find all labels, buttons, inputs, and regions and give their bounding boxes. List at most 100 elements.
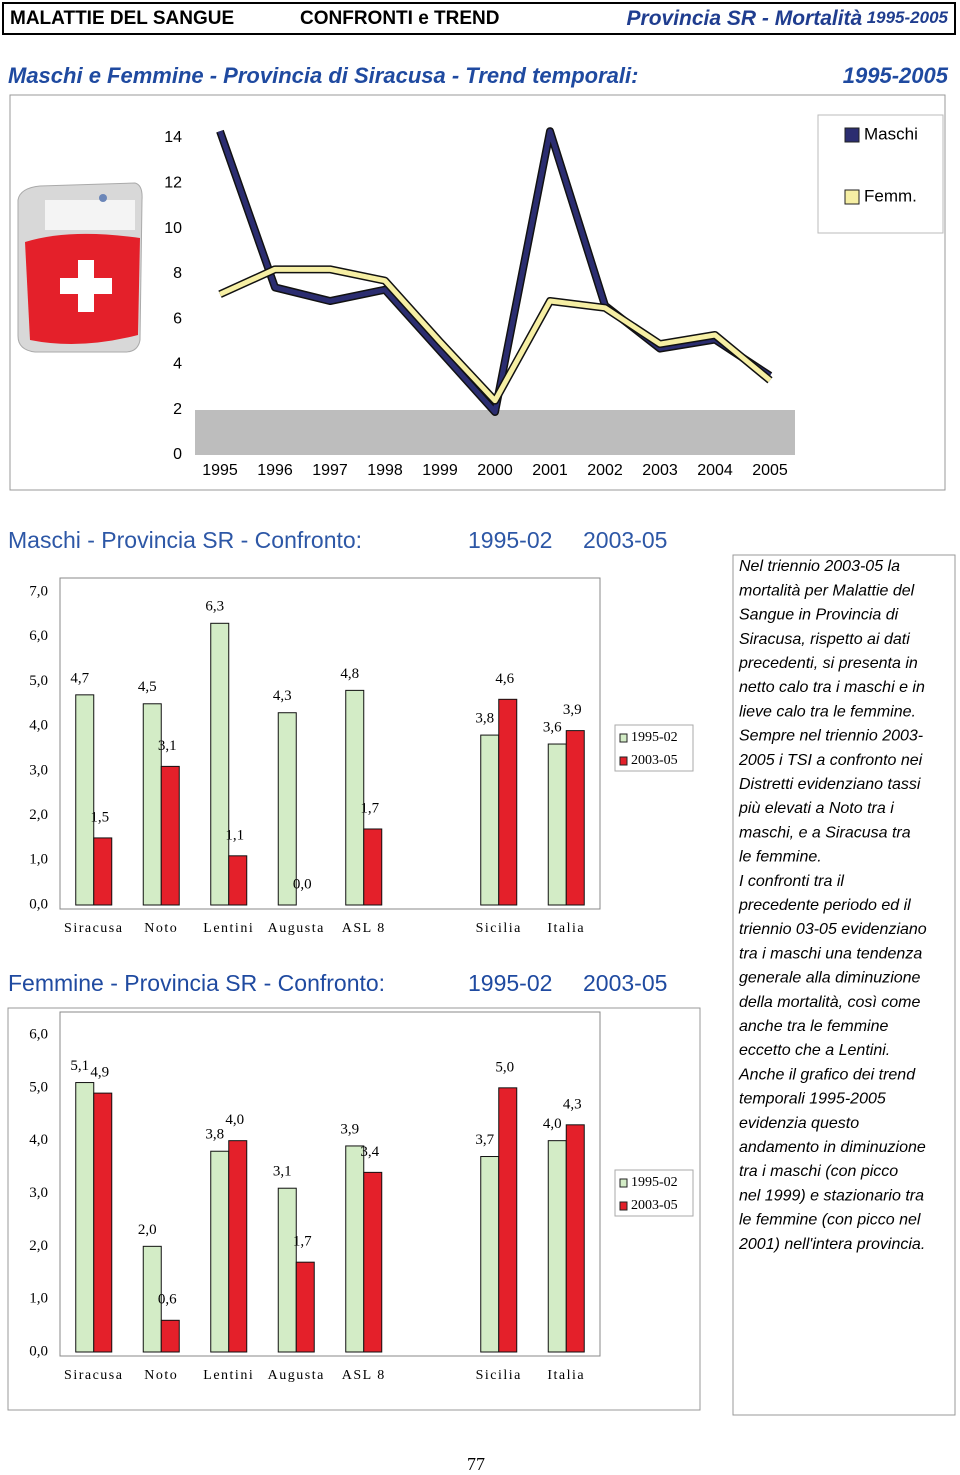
value-label: 3,8: [205, 1127, 224, 1143]
value-label: 5,1: [70, 1058, 89, 1074]
paragraph-line: 2001) nell'intera provincia.: [738, 1236, 925, 1253]
y-tick-label: 4,0: [29, 1132, 48, 1148]
y-tick-label: 0: [173, 446, 182, 463]
line-floor: [195, 410, 795, 455]
x-tick-label: Siracusa: [64, 921, 123, 936]
legend-label: Femm.: [864, 186, 917, 205]
series-line: [218, 266, 772, 404]
legend-swatch: [619, 756, 628, 766]
value-label: 3,9: [340, 1121, 359, 1137]
bar-title-period: 2003-05: [583, 527, 667, 553]
legend-box: [614, 1169, 694, 1217]
value-label: 2,0: [138, 1222, 157, 1238]
legend-label: 1995-02: [631, 730, 678, 745]
x-tick-label: Italia: [547, 921, 585, 936]
bar: [345, 689, 365, 906]
x-tick-label: Lentini: [203, 921, 254, 936]
bar: [565, 730, 585, 906]
paragraph-line: Nel triennio 2003-05 la: [739, 558, 900, 575]
value-label: 4,0: [543, 1116, 562, 1132]
x-tick-label: Noto: [144, 921, 178, 936]
value-label: 4,9: [90, 1065, 109, 1081]
x-tick-label: Noto: [144, 1368, 178, 1383]
legend-label: Maschi: [864, 124, 918, 143]
line-title: Maschi e Femmine - Provincia di Siracusa…: [8, 63, 638, 88]
value-label: 1,7: [360, 800, 379, 816]
y-tick-label: 10: [164, 220, 182, 237]
paragraph-line: tra i maschi (con picco: [739, 1163, 898, 1180]
x-tick-label: 2000: [477, 462, 513, 479]
bar: [228, 855, 248, 906]
y-tick-label: 3,0: [29, 1185, 48, 1201]
x-tick-label: 2005: [752, 462, 788, 479]
x-tick-label: Siracusa: [64, 1368, 123, 1383]
paragraph-line: maschi, e a Siracusa tra: [739, 824, 911, 841]
cross-v: [78, 260, 94, 312]
value-label: 3,1: [273, 1164, 292, 1180]
paragraph-line: temporali 1995-2005: [739, 1091, 886, 1108]
bar: [547, 743, 567, 906]
bar: [142, 703, 162, 906]
blood-bag-icon: [17, 182, 143, 353]
series-line: [217, 128, 772, 415]
y-tick-label: 14: [164, 129, 182, 146]
paragraph-line: netto calo tra i maschi e in: [739, 679, 925, 696]
bar: [93, 837, 113, 906]
legend-swatch: [844, 127, 860, 143]
value-label: 4,8: [340, 666, 359, 682]
bar: [210, 1150, 230, 1353]
value-label: 3,9: [563, 702, 582, 718]
header-middle: CONFRONTI e TREND: [300, 8, 500, 29]
legend-swatch: [619, 1201, 628, 1211]
value-label: 5,0: [495, 1059, 514, 1075]
y-tick-label: 6: [173, 310, 182, 327]
bar: [480, 734, 500, 906]
paragraph-line: 2005 i TSI a confronto nei: [738, 752, 923, 769]
paragraph-line: della mortalità, così come: [739, 994, 921, 1011]
value-label: 6,3: [205, 599, 224, 615]
value-label: 3,1: [158, 738, 177, 754]
header-left: MALATTIE DEL SANGUE: [10, 8, 234, 29]
plot-frame: [59, 577, 601, 910]
bar: [498, 1087, 518, 1353]
value-label: 3,6: [543, 719, 562, 735]
y-tick-label: 2: [173, 401, 182, 418]
value-label: 4,7: [70, 670, 89, 686]
paragraph-line: eccetto che a Lentini.: [739, 1042, 890, 1059]
bar-title-period: 1995-02: [468, 527, 552, 553]
bar-title-period: 2003-05: [583, 970, 667, 996]
paragraph-line: Anche il grafico dei trend: [738, 1066, 916, 1083]
paragraph-line: triennio 03-05 evidenziano: [739, 921, 927, 938]
legend-label: 2003-05: [631, 753, 678, 768]
header-right-title: Provincia SR - Mortalità: [627, 7, 863, 30]
bar: [295, 1261, 315, 1353]
bar: [93, 1092, 113, 1353]
bar: [160, 1319, 180, 1353]
paragraph-line: Distretti evidenziano tassi: [739, 776, 921, 793]
value-label: 4,6: [495, 671, 514, 687]
x-tick-label: Augusta: [268, 921, 325, 936]
bar: [498, 698, 518, 906]
bar: [210, 622, 230, 906]
paragraph-line: I confronti tra il: [739, 873, 844, 890]
value-label: 1,1: [225, 827, 244, 843]
page-number: 77: [467, 1454, 485, 1474]
bar: [345, 1145, 365, 1353]
x-tick-label: 1997: [312, 462, 348, 479]
line-title-period: 1995-2005: [843, 63, 949, 88]
bar: [565, 1124, 585, 1353]
bar-title-period: 1995-02: [468, 970, 552, 996]
y-tick-label: 8: [173, 265, 182, 282]
y-tick-label: 0,0: [29, 1343, 48, 1359]
legend-box: [614, 724, 694, 772]
y-tick-label: 6,0: [29, 628, 48, 644]
x-tick-label: Sicilia: [476, 1368, 522, 1383]
paragraph-line: anche tra le femmine: [739, 1018, 889, 1035]
legend-label: 1995-02: [631, 1175, 678, 1190]
y-tick-label: 7,0: [29, 583, 48, 599]
paragraph-line: Siracusa, rispetto ai dati: [739, 631, 910, 648]
x-tick-label: 2003: [642, 462, 678, 479]
legend-label: 2003-05: [631, 1198, 678, 1213]
value-label: 1,7: [293, 1234, 312, 1250]
y-tick-label: 3,0: [29, 762, 48, 778]
